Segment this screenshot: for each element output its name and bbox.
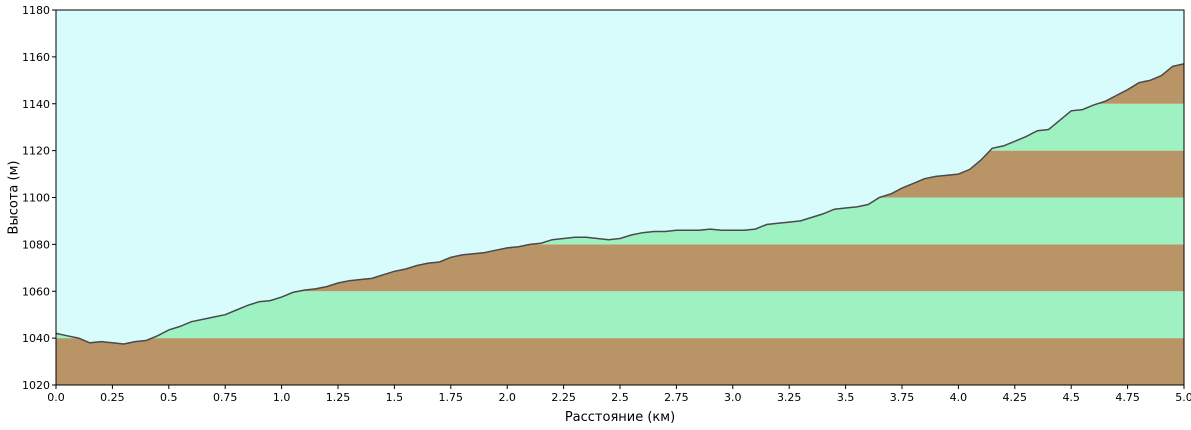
x-tick-label: 2.25: [551, 391, 576, 404]
x-tick-label: 1.5: [386, 391, 404, 404]
y-tick-label: 1180: [22, 4, 50, 17]
elevation-band: [56, 338, 1184, 385]
y-tick-label: 1020: [22, 379, 50, 392]
x-axis: 0.0 0.25 0.5 0.75 1.0 1.25 1.5 1.75 2.0 2.25 2.5 2.…: [47, 385, 1191, 404]
y-tick-label: 1100: [22, 192, 50, 205]
elevation-profile-line: [55, 63, 1185, 345]
x-axis-title: Расстояние (км): [565, 410, 675, 425]
x-tick-label: 0.0: [47, 391, 65, 404]
x-tick-label: 4.0: [950, 391, 968, 404]
x-tick-label: 1.75: [439, 391, 464, 404]
y-axis-title: Высота (м): [7, 161, 22, 235]
x-tick-label: 4.25: [1003, 391, 1028, 404]
y-tick-label: 1140: [22, 98, 50, 111]
x-tick-label: 1.25: [326, 391, 351, 404]
y-tick-label: 1160: [22, 51, 50, 64]
x-tick-label: 0.25: [100, 391, 125, 404]
x-tick-label: 1.0: [273, 391, 291, 404]
x-tick-label: 2.5: [611, 391, 629, 404]
x-tick-label: 2.75: [664, 391, 689, 404]
y-axis: 1020 1040 1060 1080 1100 1120 1140 1160 1180: [22, 4, 56, 392]
x-tick-label: 0.75: [213, 391, 238, 404]
x-tick-label: 4.75: [1115, 391, 1140, 404]
x-tick-label: 3.0: [724, 391, 742, 404]
x-tick-label: 3.75: [890, 391, 915, 404]
y-tick-label: 1120: [22, 145, 50, 158]
x-tick-label: 4.5: [1062, 391, 1080, 404]
sky-fill: [56, 10, 1184, 344]
x-tick-label: 3.25: [777, 391, 802, 404]
y-tick-label: 1040: [22, 332, 50, 345]
y-tick-label: 1080: [22, 238, 50, 251]
x-tick-label: 5.0: [1175, 391, 1191, 404]
y-tick-label: 1060: [22, 285, 50, 298]
x-tick-label: 2.0: [498, 391, 516, 404]
x-tick-label: 0.5: [160, 391, 178, 404]
x-tick-label: 3.5: [837, 391, 855, 404]
